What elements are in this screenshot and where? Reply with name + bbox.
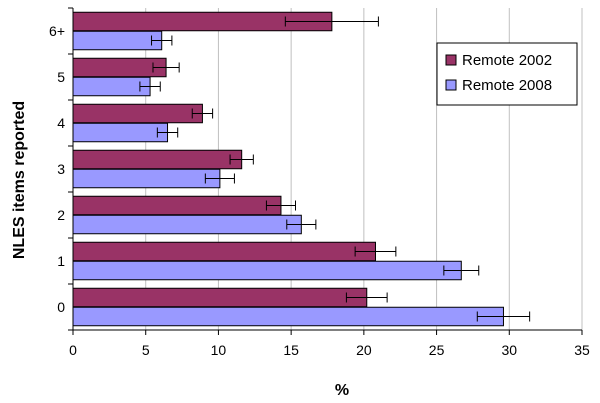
bar-remote-2002-5 xyxy=(72,57,167,78)
error-bar-remote-2008-6+ xyxy=(151,35,173,46)
bar-remote-2002-1 xyxy=(72,241,376,262)
x-tick-label-30: 30 xyxy=(501,342,517,358)
error-bar-remote-2008-5 xyxy=(139,81,161,92)
error-bar-remote-2002-5 xyxy=(152,62,180,73)
error-bar-remote-2002-6+ xyxy=(284,16,379,27)
error-bar-remote-2008-4 xyxy=(156,127,179,138)
error-bar-remote-2008-0 xyxy=(476,311,531,322)
y-tick-label-0: 0 xyxy=(57,299,65,315)
x-tick-label-20: 20 xyxy=(356,342,372,358)
error-bar-remote-2002-4 xyxy=(191,108,214,119)
x-tick-label-0: 0 xyxy=(69,342,77,358)
error-bars xyxy=(139,16,531,322)
error-bar-remote-2008-2 xyxy=(286,219,317,230)
error-bar-remote-2008-3 xyxy=(204,173,235,184)
error-bar-remote-2002-2 xyxy=(265,200,297,211)
bar-remote-2008-6+ xyxy=(72,30,163,51)
tick-labels: 0 5 10 15 20 25 30 35 0 1 2 3 4 5 6+ xyxy=(49,23,590,358)
y-tick-label-4: 4 xyxy=(57,115,65,131)
legend-swatch-remote-2002 xyxy=(445,54,457,66)
legend: Remote 2002 Remote 2008 xyxy=(436,42,578,106)
error-bar-remote-2002-0 xyxy=(345,292,388,303)
x-tick-label-35: 35 xyxy=(574,342,590,358)
error-bar-remote-2002-1 xyxy=(354,246,397,257)
bar-remote-2008-0 xyxy=(72,306,504,327)
bar-remote-2002-3 xyxy=(72,149,243,170)
legend-label-remote-2008: Remote 2008 xyxy=(462,77,552,94)
bars xyxy=(72,11,504,327)
x-tick-label-10: 10 xyxy=(211,342,227,358)
legend-label-remote-2002: Remote 2002 xyxy=(462,52,552,69)
error-bar-remote-2008-1 xyxy=(443,265,480,276)
axes xyxy=(68,7,583,335)
bar-remote-2008-1 xyxy=(72,260,462,281)
bar-remote-2002-4 xyxy=(72,103,203,124)
x-tick-label-5: 5 xyxy=(142,342,150,358)
legend-box xyxy=(436,42,578,106)
y-tick-label-5: 5 xyxy=(57,69,65,85)
bar-remote-2008-5 xyxy=(72,76,151,97)
y-tick-label-2: 2 xyxy=(57,207,65,223)
y-axis-title: NLES items reported xyxy=(11,101,28,259)
bar-remote-2002-0 xyxy=(72,287,368,308)
y-tick-label-6+: 6+ xyxy=(49,23,65,39)
bar-remote-2002-2 xyxy=(72,195,282,216)
x-tick-label-25: 25 xyxy=(429,342,445,358)
legend-swatch-remote-2008 xyxy=(445,79,457,91)
bar-remote-2008-2 xyxy=(72,214,302,235)
y-tick-label-3: 3 xyxy=(57,161,65,177)
bar-remote-2008-3 xyxy=(72,168,221,189)
y-tick-label-1: 1 xyxy=(57,253,65,269)
bar-remote-2008-4 xyxy=(72,122,169,143)
x-axis-title: % xyxy=(335,382,349,399)
error-bar-remote-2002-3 xyxy=(229,154,254,165)
x-tick-label-15: 15 xyxy=(283,342,299,358)
